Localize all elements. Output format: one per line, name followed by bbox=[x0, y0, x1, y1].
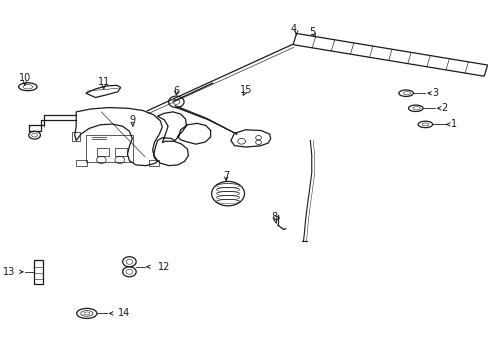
Text: 5: 5 bbox=[308, 27, 315, 36]
Text: 1: 1 bbox=[450, 120, 457, 129]
Text: 2: 2 bbox=[441, 103, 447, 113]
Bar bbox=[76, 160, 87, 166]
Bar bbox=[148, 160, 159, 166]
Text: 9: 9 bbox=[129, 115, 136, 125]
Text: 6: 6 bbox=[173, 86, 179, 96]
Text: 13: 13 bbox=[3, 267, 15, 277]
Text: 11: 11 bbox=[98, 77, 110, 87]
Bar bbox=[115, 148, 127, 156]
Text: 4: 4 bbox=[290, 24, 296, 34]
Text: 12: 12 bbox=[157, 262, 169, 272]
Text: 8: 8 bbox=[271, 212, 277, 222]
Text: 7: 7 bbox=[223, 171, 229, 181]
Text: 14: 14 bbox=[118, 309, 130, 318]
Text: 10: 10 bbox=[19, 73, 31, 83]
Text: 3: 3 bbox=[431, 88, 437, 98]
Text: 15: 15 bbox=[240, 85, 252, 95]
Bar bbox=[96, 148, 108, 156]
